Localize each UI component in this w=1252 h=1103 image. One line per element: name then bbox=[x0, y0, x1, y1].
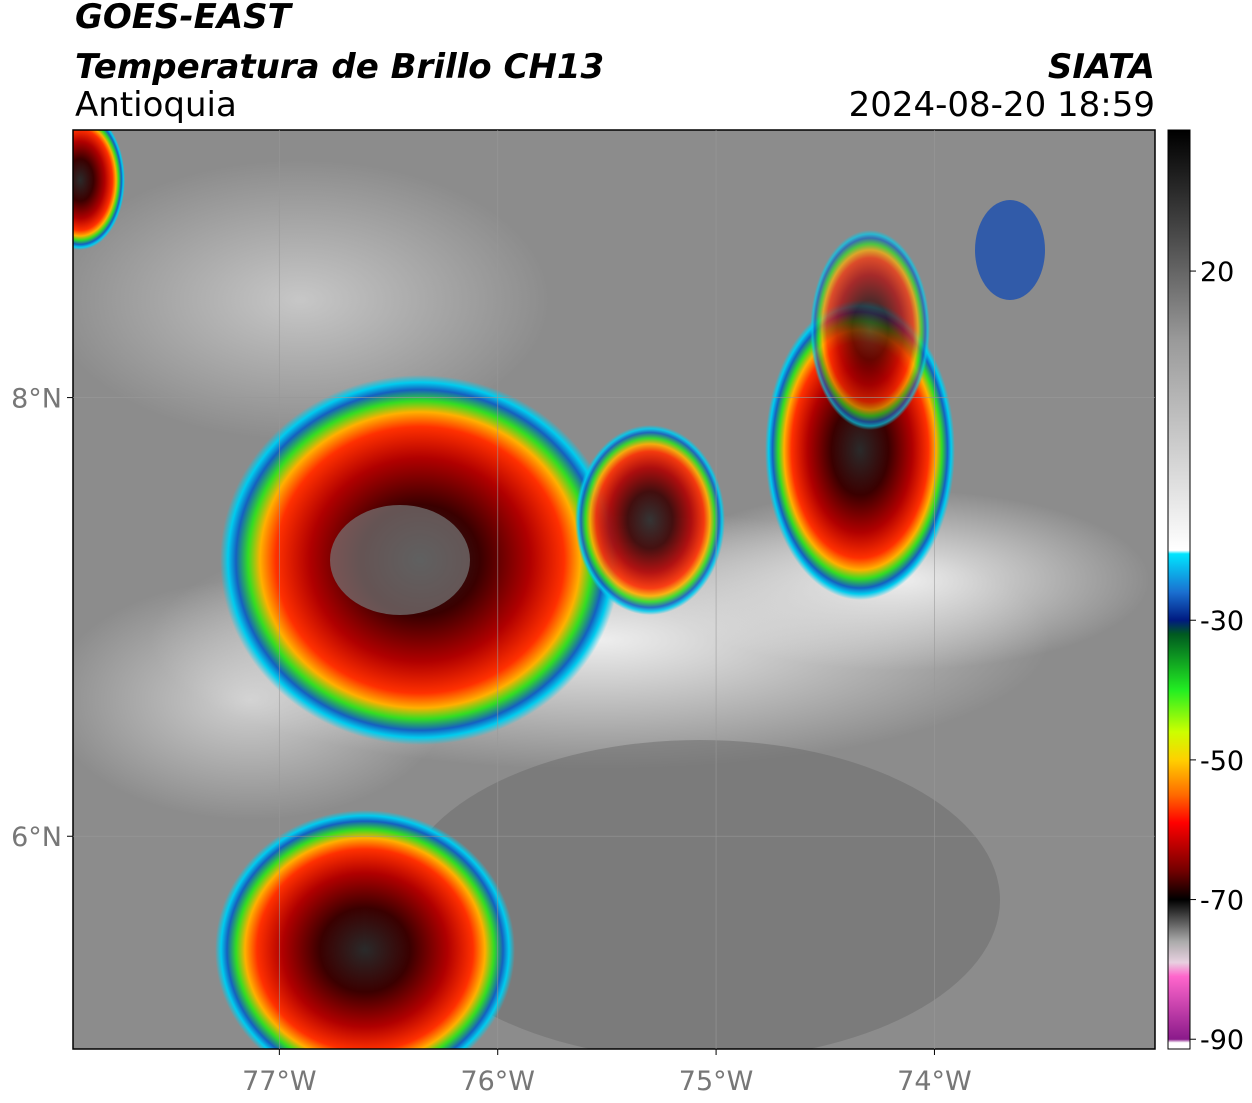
region: Antioquia bbox=[75, 85, 237, 125]
x-tick-label: 77°W bbox=[242, 1066, 317, 1097]
x-tick-label: 74°W bbox=[897, 1066, 972, 1097]
satellite-image bbox=[73, 130, 1155, 1049]
title: GOES-EAST bbox=[75, 0, 294, 37]
subtitle: Temperatura de Brillo CH13 bbox=[75, 47, 604, 87]
source: SIATA bbox=[1048, 47, 1155, 87]
map-frame bbox=[72, 129, 1156, 1050]
colorbar-tick-label: 20 bbox=[1200, 257, 1234, 288]
colorbar-tick-label: -50 bbox=[1200, 746, 1244, 777]
datetime: 2024-08-20 18:59 bbox=[849, 85, 1155, 125]
colorbar-tick-label: -30 bbox=[1200, 606, 1244, 637]
colorbar-tick-label: -90 bbox=[1200, 1025, 1244, 1056]
x-tick-label: 76°W bbox=[460, 1066, 535, 1097]
colorbar bbox=[1167, 129, 1191, 1050]
y-tick-label: 6°N bbox=[11, 822, 62, 853]
y-tick-label: 8°N bbox=[11, 384, 62, 415]
colorbar-tick-label: -70 bbox=[1200, 886, 1244, 917]
x-tick-label: 75°W bbox=[679, 1066, 754, 1097]
